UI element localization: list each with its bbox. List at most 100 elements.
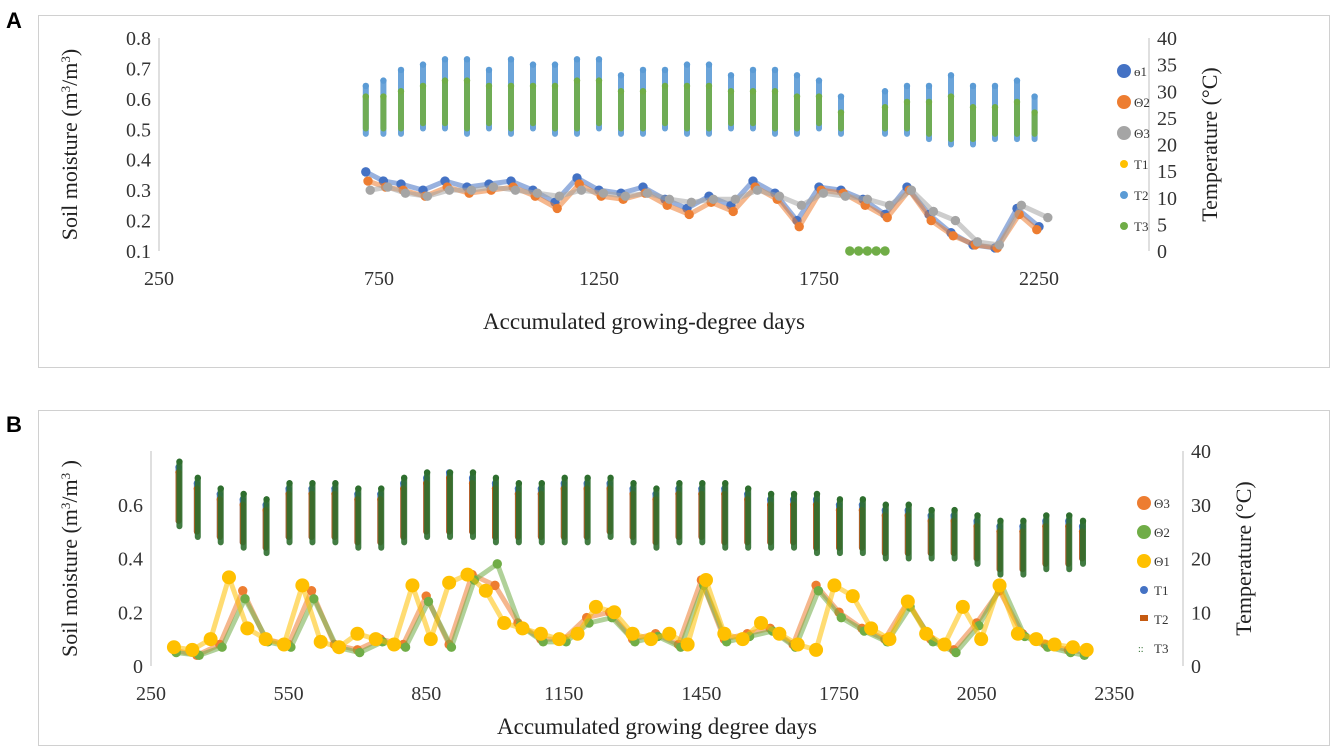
series-segment [533, 194, 559, 211]
y-tick-label: 0.2 [126, 211, 151, 233]
y2-axis-label: Temperature (°C) [1231, 481, 1256, 635]
legend-marker [1140, 586, 1148, 594]
series-segment [997, 204, 1024, 247]
series-segment [845, 193, 868, 202]
series-segment [246, 626, 267, 642]
series-segment [382, 178, 402, 187]
legend-marker [1120, 160, 1128, 168]
series-segment [226, 576, 250, 630]
x-tick-label: 1750 [819, 683, 859, 705]
y2-tick-label: 0 [1157, 241, 1167, 263]
data-point [997, 517, 1004, 525]
data-point [925, 82, 933, 90]
data-point [853, 246, 864, 256]
series-segment [588, 615, 613, 626]
data-point [492, 474, 500, 482]
series-segment [685, 579, 709, 646]
data-point [947, 93, 955, 100]
y2-tick-label: 5 [1157, 214, 1167, 236]
data-point [595, 56, 603, 63]
y2-tick-label: 20 [1157, 135, 1177, 157]
legend-label: Θ2 [1134, 95, 1150, 110]
data-point [380, 77, 387, 84]
legend-marker [1117, 64, 1131, 78]
legend-marker [1117, 126, 1131, 140]
y-axis-label-part: Soil moisture (m [57, 92, 82, 240]
y2-tick-label: 35 [1157, 55, 1177, 77]
series-segment [833, 583, 855, 599]
series-segment [356, 631, 377, 642]
y-axis-label-part: Soil moisture (m [57, 509, 82, 657]
series-segment [575, 605, 598, 636]
legend-marker [1117, 95, 1131, 109]
series-segment [426, 600, 454, 649]
data-point [974, 512, 981, 519]
legend-item-Θ1: Θ1 [1137, 554, 1170, 569]
series-segment [465, 572, 488, 593]
series-segment [595, 604, 615, 615]
series-segment [426, 187, 451, 199]
series-segment [650, 631, 670, 642]
series-segment [264, 636, 285, 647]
data-point [446, 469, 454, 476]
x-axis-label: Accumulated growing degree days [497, 714, 817, 739]
series-segment [503, 620, 524, 631]
legend-label: ɵ1 [1134, 64, 1147, 79]
data-point [1031, 93, 1038, 100]
series-segment [540, 631, 560, 642]
y-axis-label-part: 3 [58, 56, 73, 63]
series-segment [299, 584, 324, 643]
series-segment [703, 579, 727, 635]
series-segment [191, 636, 212, 653]
data-point [862, 246, 873, 256]
y2-tick-label: 40 [1191, 441, 1211, 463]
data-point [423, 469, 431, 476]
series-segment [869, 626, 891, 642]
data-point [882, 501, 889, 508]
x-tick-label: 2350 [1094, 683, 1134, 705]
chart-b: 250 550 850 1150 1450 1750 2050 2350 0 0.2 0.4 0.6 0… [57, 441, 1256, 739]
data-point [771, 88, 779, 95]
y-tick-label: 0.6 [126, 89, 151, 111]
series-segment [483, 589, 507, 625]
panel-a-frame: 250 750 1250 1750 2250 0.1 0.2 0.3 0.4 0.5 0.6 0.7 0… [38, 15, 1330, 368]
x-tick-label: 2250 [1019, 268, 1059, 290]
series-segment [400, 181, 424, 193]
series-segment [850, 594, 874, 630]
data-point [515, 480, 523, 487]
data-point [397, 88, 405, 95]
series-segment [668, 631, 689, 647]
y2-tick-label: 10 [1191, 602, 1211, 624]
series-segment [887, 600, 911, 641]
data-point [699, 480, 706, 487]
series-segment [281, 584, 305, 646]
series-Θ1 [166, 567, 1094, 657]
series-segment [778, 193, 803, 208]
series-segment [952, 233, 977, 248]
y2-axis-label: Temperature (°C) [1197, 67, 1222, 221]
data-point [928, 506, 935, 514]
data-point [903, 82, 911, 90]
data-point [991, 82, 999, 90]
series-segment [953, 218, 980, 244]
series-segment [823, 190, 846, 199]
legend-marker [1120, 191, 1128, 199]
legend-item-Θ3: Θ3 [1117, 126, 1150, 141]
data-point [653, 485, 660, 492]
x-tick-label: 1150 [544, 683, 583, 705]
data-point [793, 93, 801, 100]
y2-tick-label: 20 [1191, 549, 1211, 571]
series-segment [537, 190, 560, 199]
series-segment [403, 600, 431, 649]
series-segment [960, 605, 984, 641]
y-axis-label-part: /m [57, 479, 82, 502]
data-point [332, 480, 339, 487]
y-axis-label-part: ) [57, 49, 82, 56]
data-point [871, 246, 881, 256]
data-point [573, 56, 581, 63]
x-tick-label: 1450 [681, 683, 721, 705]
series-segment [929, 218, 955, 238]
x-tick-label: 1750 [799, 268, 839, 290]
series-segment [375, 636, 395, 647]
y-axis-label-part: 3 [58, 86, 73, 93]
